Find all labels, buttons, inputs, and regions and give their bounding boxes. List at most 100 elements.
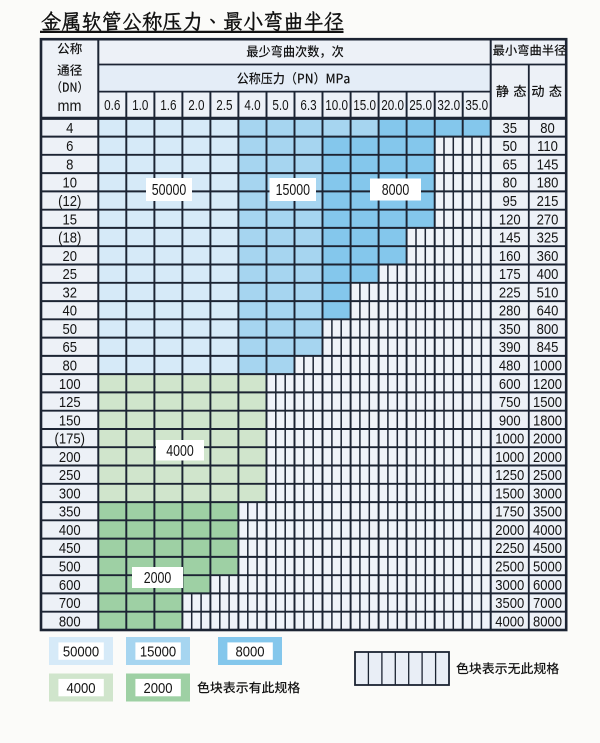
svg-text:1250: 1250: [495, 466, 524, 483]
svg-text:2000: 2000: [533, 448, 562, 465]
svg-text:10.0: 10.0: [325, 97, 348, 114]
svg-text:32.0: 32.0: [437, 97, 460, 114]
svg-text:1.0: 1.0: [132, 97, 148, 114]
svg-text:180: 180: [537, 174, 559, 191]
svg-text:10: 10: [62, 174, 77, 191]
svg-text:6: 6: [66, 137, 73, 154]
svg-text:350: 350: [499, 320, 521, 337]
svg-text:80: 80: [503, 174, 518, 191]
svg-text:1500: 1500: [495, 485, 524, 502]
svg-text:900: 900: [499, 411, 521, 428]
svg-text:2.5: 2.5: [216, 97, 232, 114]
svg-text:800: 800: [537, 320, 559, 337]
svg-text:5000: 5000: [533, 558, 562, 575]
svg-text:50000: 50000: [63, 644, 99, 661]
svg-text:50: 50: [503, 137, 518, 154]
svg-text:1800: 1800: [533, 411, 562, 428]
svg-text:2500: 2500: [495, 558, 524, 575]
svg-text:300: 300: [59, 485, 81, 502]
svg-text:1200: 1200: [533, 375, 562, 392]
svg-text:600: 600: [59, 576, 81, 593]
svg-text:110: 110: [537, 137, 558, 154]
svg-text:1000: 1000: [495, 448, 524, 465]
svg-text:700: 700: [59, 594, 81, 611]
svg-text:325: 325: [537, 229, 559, 246]
svg-text:160: 160: [499, 247, 521, 264]
svg-text:3500: 3500: [533, 503, 562, 520]
svg-text:2500: 2500: [533, 466, 562, 483]
svg-text:4000: 4000: [495, 612, 524, 629]
svg-text:1000: 1000: [495, 430, 524, 447]
svg-text:360: 360: [537, 247, 559, 264]
svg-text:390: 390: [499, 338, 521, 355]
svg-text:280: 280: [499, 302, 521, 319]
svg-text:3500: 3500: [495, 594, 524, 611]
svg-text:35.0: 35.0: [465, 97, 488, 114]
svg-text:20.0: 20.0: [381, 97, 404, 114]
svg-text:15000: 15000: [140, 644, 176, 661]
svg-text:2000: 2000: [495, 521, 524, 538]
svg-text:4000: 4000: [533, 521, 562, 538]
svg-text:35: 35: [503, 119, 518, 136]
svg-text:40: 40: [62, 302, 77, 319]
svg-text:95: 95: [503, 192, 518, 209]
svg-text:250: 250: [59, 466, 81, 483]
svg-text:100: 100: [59, 375, 81, 392]
svg-text:(175): (175): [54, 430, 84, 447]
svg-text:8000: 8000: [235, 644, 264, 661]
svg-text:mm: mm: [57, 98, 81, 116]
svg-text:270: 270: [537, 210, 559, 227]
svg-text:350: 350: [59, 503, 81, 520]
svg-text:0.6: 0.6: [104, 97, 120, 114]
svg-text:175: 175: [499, 265, 521, 282]
svg-text:200: 200: [59, 448, 81, 465]
svg-text:225: 225: [499, 284, 521, 301]
svg-text:500: 500: [59, 558, 81, 575]
svg-text:25.0: 25.0: [409, 97, 432, 114]
svg-text:1000: 1000: [533, 357, 562, 374]
svg-text:4: 4: [66, 119, 73, 136]
svg-text:6.3: 6.3: [300, 97, 316, 114]
svg-text:80: 80: [62, 357, 77, 374]
svg-text:510: 510: [537, 284, 559, 301]
svg-text:50: 50: [62, 320, 77, 337]
svg-text:4500: 4500: [533, 539, 562, 556]
svg-text:80: 80: [540, 119, 555, 136]
svg-text:8000: 8000: [533, 612, 562, 629]
svg-text:4000: 4000: [66, 680, 95, 697]
svg-text:65: 65: [62, 338, 77, 355]
svg-text:120: 120: [499, 210, 521, 227]
svg-text:3000: 3000: [533, 485, 562, 502]
svg-text:5.0: 5.0: [272, 97, 288, 114]
svg-text:3000: 3000: [495, 576, 524, 593]
svg-text:(12): (12): [58, 192, 81, 209]
svg-text:400: 400: [59, 521, 81, 538]
svg-text:2000: 2000: [144, 569, 172, 587]
svg-text:2.0: 2.0: [188, 97, 204, 114]
svg-text:640: 640: [537, 302, 559, 319]
svg-text:150: 150: [59, 411, 81, 428]
svg-text:50000: 50000: [152, 181, 187, 199]
svg-text:15000: 15000: [276, 181, 311, 199]
svg-text:845: 845: [537, 338, 559, 355]
svg-text:4.0: 4.0: [244, 97, 260, 114]
svg-text:400: 400: [537, 265, 559, 282]
svg-text:145: 145: [537, 156, 559, 173]
svg-text:125: 125: [59, 393, 81, 410]
svg-text:480: 480: [499, 357, 521, 374]
svg-text:215: 215: [537, 192, 559, 209]
svg-text:1500: 1500: [533, 393, 562, 410]
svg-text:600: 600: [499, 375, 521, 392]
svg-text:2250: 2250: [495, 539, 524, 556]
svg-text:8: 8: [66, 156, 73, 173]
svg-text:2000: 2000: [533, 430, 562, 447]
svg-text:6000: 6000: [533, 576, 562, 593]
svg-text:65: 65: [503, 156, 518, 173]
svg-text:1750: 1750: [495, 503, 524, 520]
svg-text:(18): (18): [58, 229, 81, 246]
svg-text:25: 25: [62, 265, 77, 282]
svg-text:2000: 2000: [143, 680, 172, 697]
svg-text:750: 750: [499, 393, 521, 410]
svg-text:20: 20: [62, 247, 77, 264]
svg-text:32: 32: [62, 284, 77, 301]
